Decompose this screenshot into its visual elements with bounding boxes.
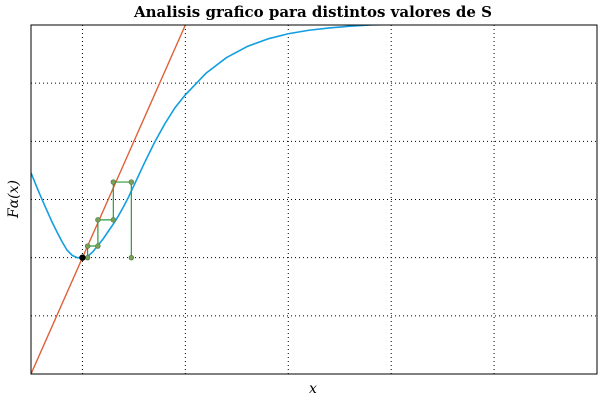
identity-series-line [31,25,187,374]
fixed-point [79,254,86,261]
y-axis-label: Fα(x) [6,180,22,219]
cobweb-point-4 [110,217,117,223]
cobweb-point-2 [95,243,101,249]
plot-frame [30,24,598,375]
cobweb-point-6 [128,179,135,185]
cobweb-point-1 [84,243,91,249]
chart-title: Analisis grafico para distintos valores … [133,3,492,21]
cobweb-point-5 [110,179,117,185]
plot-area [31,25,392,374]
cobweb-point-3 [95,217,101,223]
x-axis-label: x [309,381,317,397]
cobweb-point-0 [84,254,91,261]
grid [31,25,597,374]
curve-series-line [31,25,392,259]
cobweb-point-7 [128,254,135,261]
